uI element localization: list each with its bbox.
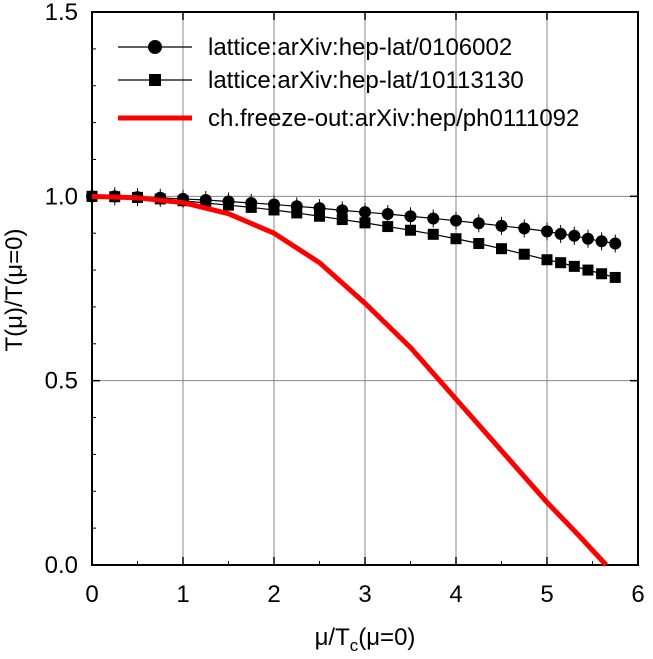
y-tick-label: 0.5 xyxy=(45,368,78,395)
data-point-square xyxy=(405,224,416,236)
x-tick-label: 3 xyxy=(358,581,371,608)
x-tick-label: 1 xyxy=(176,581,189,608)
data-point-square xyxy=(291,207,303,219)
x-axis-label-tail: (μ=0) xyxy=(358,624,415,651)
series-line-2 xyxy=(91,193,608,567)
data-point-square xyxy=(555,257,567,269)
data-point-square xyxy=(596,268,608,280)
legend-marker-0 xyxy=(148,40,162,54)
data-point-square xyxy=(268,204,280,216)
data-point-circle xyxy=(472,217,485,230)
data-point-circle xyxy=(404,210,417,223)
y-tick-label: 1.0 xyxy=(45,183,78,210)
data-point-square xyxy=(450,233,462,245)
data-point-square xyxy=(245,201,257,213)
data-point-circle xyxy=(381,208,394,221)
x-tick-label: 5 xyxy=(540,581,553,608)
data-point-square xyxy=(314,210,325,222)
data-point-square xyxy=(200,197,212,209)
data-point-circle xyxy=(554,227,567,240)
legend-label-2: ch.freeze-out:arXiv:hep/ph0111092 xyxy=(208,105,579,132)
data-point-circle xyxy=(427,212,440,225)
x-tick-label: 4 xyxy=(449,581,462,608)
x-tick-label: 2 xyxy=(267,581,280,608)
series-layer xyxy=(86,187,622,567)
x-tick-label: 0 xyxy=(85,581,98,608)
data-point-square xyxy=(336,214,348,226)
data-point-square xyxy=(359,217,371,229)
data-point-circle xyxy=(495,219,508,232)
x-tick-label: 6 xyxy=(631,581,644,608)
data-point-circle xyxy=(450,214,462,227)
data-point-square xyxy=(223,199,234,211)
data-point-circle xyxy=(609,237,622,250)
y-tick-label: 1.5 xyxy=(45,0,78,26)
y-tick-label: 0.0 xyxy=(45,552,78,579)
data-point-square xyxy=(582,264,594,276)
data-point-square xyxy=(382,221,394,233)
x-axis-label-main: μ/T xyxy=(315,624,350,651)
data-point-square xyxy=(496,243,507,255)
data-point-circle xyxy=(595,235,608,248)
data-point-square xyxy=(473,238,485,250)
y-axis-label: T(μ)/T(μ=0) xyxy=(1,229,28,352)
legend-label-1: lattice:arXiv:hep-lat/10113130 xyxy=(208,67,524,94)
data-point-square xyxy=(568,260,580,272)
data-point-circle xyxy=(581,232,594,245)
legend-label-0: lattice:arXiv:hep-lat/0106002 xyxy=(208,34,512,61)
data-point-circle xyxy=(568,229,581,242)
grid-layer xyxy=(92,12,638,565)
legend: lattice:arXiv:hep-lat/0106002 lattice:ar… xyxy=(118,34,579,132)
data-point-square xyxy=(518,248,530,260)
ticks-layer: 0 1 2 3 4 5 6 0.0 0.5 1.0 1.5 xyxy=(45,0,645,608)
x-axis-label: μ/Tc(μ=0) xyxy=(315,624,416,655)
data-point-square xyxy=(427,228,439,240)
legend-marker-1 xyxy=(149,74,161,86)
data-point-circle xyxy=(541,225,553,238)
data-point-circle xyxy=(518,222,531,235)
data-point-circle xyxy=(336,204,349,217)
data-point-square xyxy=(541,254,553,266)
data-point-square xyxy=(609,271,621,283)
series-line-1 xyxy=(91,195,616,279)
x-axis-label-sub: c xyxy=(350,636,359,655)
data-point-circle xyxy=(359,206,371,219)
